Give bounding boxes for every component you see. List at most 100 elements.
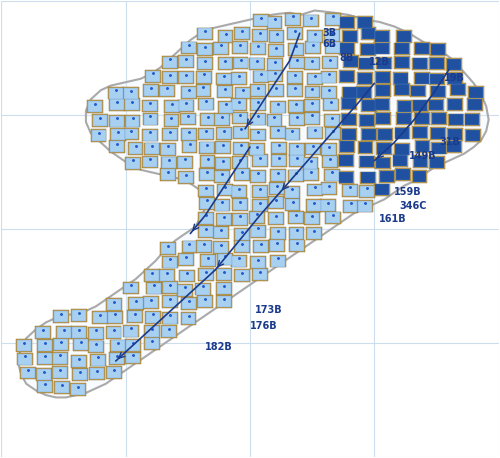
FancyBboxPatch shape bbox=[284, 185, 300, 198]
FancyBboxPatch shape bbox=[216, 127, 232, 140]
FancyBboxPatch shape bbox=[231, 185, 247, 198]
FancyBboxPatch shape bbox=[145, 270, 159, 281]
FancyBboxPatch shape bbox=[322, 144, 336, 155]
FancyBboxPatch shape bbox=[233, 158, 247, 168]
FancyBboxPatch shape bbox=[396, 128, 409, 138]
FancyBboxPatch shape bbox=[53, 353, 67, 364]
FancyBboxPatch shape bbox=[342, 184, 358, 196]
FancyBboxPatch shape bbox=[106, 366, 122, 379]
FancyBboxPatch shape bbox=[268, 58, 283, 71]
FancyBboxPatch shape bbox=[159, 269, 175, 282]
FancyBboxPatch shape bbox=[111, 129, 125, 140]
FancyBboxPatch shape bbox=[198, 43, 213, 56]
FancyBboxPatch shape bbox=[269, 197, 283, 208]
FancyBboxPatch shape bbox=[398, 113, 411, 124]
FancyBboxPatch shape bbox=[234, 240, 250, 253]
FancyBboxPatch shape bbox=[397, 31, 411, 42]
FancyBboxPatch shape bbox=[326, 115, 340, 126]
FancyBboxPatch shape bbox=[144, 114, 158, 125]
FancyBboxPatch shape bbox=[57, 327, 71, 338]
FancyBboxPatch shape bbox=[196, 85, 210, 96]
FancyBboxPatch shape bbox=[344, 31, 357, 42]
FancyBboxPatch shape bbox=[342, 129, 356, 140]
FancyBboxPatch shape bbox=[142, 100, 158, 112]
FancyBboxPatch shape bbox=[358, 87, 372, 98]
FancyBboxPatch shape bbox=[198, 57, 213, 70]
FancyBboxPatch shape bbox=[376, 31, 390, 42]
FancyBboxPatch shape bbox=[232, 98, 247, 111]
Text: 161B: 161B bbox=[380, 214, 407, 224]
FancyBboxPatch shape bbox=[200, 129, 213, 140]
FancyBboxPatch shape bbox=[198, 58, 212, 69]
FancyBboxPatch shape bbox=[88, 327, 104, 339]
FancyBboxPatch shape bbox=[342, 98, 356, 109]
FancyBboxPatch shape bbox=[254, 71, 268, 82]
FancyBboxPatch shape bbox=[284, 198, 300, 211]
FancyBboxPatch shape bbox=[232, 57, 248, 69]
FancyBboxPatch shape bbox=[340, 17, 354, 28]
FancyBboxPatch shape bbox=[466, 130, 480, 141]
FancyBboxPatch shape bbox=[429, 156, 445, 169]
FancyBboxPatch shape bbox=[234, 142, 249, 155]
FancyBboxPatch shape bbox=[360, 185, 374, 196]
FancyBboxPatch shape bbox=[214, 242, 228, 253]
FancyBboxPatch shape bbox=[430, 73, 445, 85]
FancyBboxPatch shape bbox=[198, 296, 211, 307]
FancyBboxPatch shape bbox=[216, 268, 232, 281]
FancyBboxPatch shape bbox=[198, 72, 211, 82]
FancyBboxPatch shape bbox=[71, 326, 87, 339]
FancyBboxPatch shape bbox=[181, 87, 197, 99]
FancyBboxPatch shape bbox=[446, 58, 462, 71]
FancyBboxPatch shape bbox=[235, 28, 249, 39]
FancyBboxPatch shape bbox=[342, 30, 358, 43]
FancyBboxPatch shape bbox=[432, 112, 447, 125]
FancyBboxPatch shape bbox=[232, 186, 246, 197]
FancyBboxPatch shape bbox=[340, 114, 356, 126]
FancyBboxPatch shape bbox=[288, 43, 304, 55]
FancyBboxPatch shape bbox=[199, 169, 215, 181]
FancyBboxPatch shape bbox=[124, 339, 140, 352]
FancyBboxPatch shape bbox=[268, 114, 281, 125]
Text: 3B: 3B bbox=[322, 28, 336, 38]
FancyBboxPatch shape bbox=[124, 128, 140, 141]
FancyBboxPatch shape bbox=[468, 99, 482, 110]
FancyBboxPatch shape bbox=[290, 240, 304, 251]
FancyBboxPatch shape bbox=[288, 85, 302, 96]
FancyBboxPatch shape bbox=[322, 98, 338, 111]
FancyBboxPatch shape bbox=[110, 115, 124, 126]
FancyBboxPatch shape bbox=[414, 113, 430, 125]
FancyBboxPatch shape bbox=[344, 201, 357, 212]
FancyBboxPatch shape bbox=[56, 326, 72, 339]
FancyBboxPatch shape bbox=[90, 368, 104, 379]
FancyBboxPatch shape bbox=[72, 356, 86, 367]
Text: 176B: 176B bbox=[250, 322, 278, 332]
FancyBboxPatch shape bbox=[215, 114, 229, 125]
FancyBboxPatch shape bbox=[37, 339, 53, 352]
FancyBboxPatch shape bbox=[216, 142, 230, 153]
FancyBboxPatch shape bbox=[271, 154, 287, 167]
FancyBboxPatch shape bbox=[254, 269, 268, 280]
FancyBboxPatch shape bbox=[250, 212, 264, 223]
FancyBboxPatch shape bbox=[468, 87, 482, 98]
FancyBboxPatch shape bbox=[106, 298, 122, 311]
FancyBboxPatch shape bbox=[198, 269, 212, 280]
FancyBboxPatch shape bbox=[396, 30, 412, 43]
FancyBboxPatch shape bbox=[126, 115, 140, 126]
FancyBboxPatch shape bbox=[198, 44, 212, 55]
FancyBboxPatch shape bbox=[414, 156, 428, 167]
FancyBboxPatch shape bbox=[431, 142, 447, 154]
FancyBboxPatch shape bbox=[250, 113, 266, 125]
FancyBboxPatch shape bbox=[163, 72, 176, 83]
FancyBboxPatch shape bbox=[412, 99, 428, 112]
FancyBboxPatch shape bbox=[200, 198, 213, 209]
FancyBboxPatch shape bbox=[342, 128, 357, 141]
FancyBboxPatch shape bbox=[394, 143, 410, 155]
FancyBboxPatch shape bbox=[252, 171, 266, 181]
FancyBboxPatch shape bbox=[234, 269, 250, 282]
FancyBboxPatch shape bbox=[109, 87, 123, 98]
FancyBboxPatch shape bbox=[200, 169, 214, 180]
FancyBboxPatch shape bbox=[182, 87, 196, 98]
FancyBboxPatch shape bbox=[339, 16, 355, 29]
FancyBboxPatch shape bbox=[428, 98, 444, 111]
FancyBboxPatch shape bbox=[394, 84, 408, 95]
